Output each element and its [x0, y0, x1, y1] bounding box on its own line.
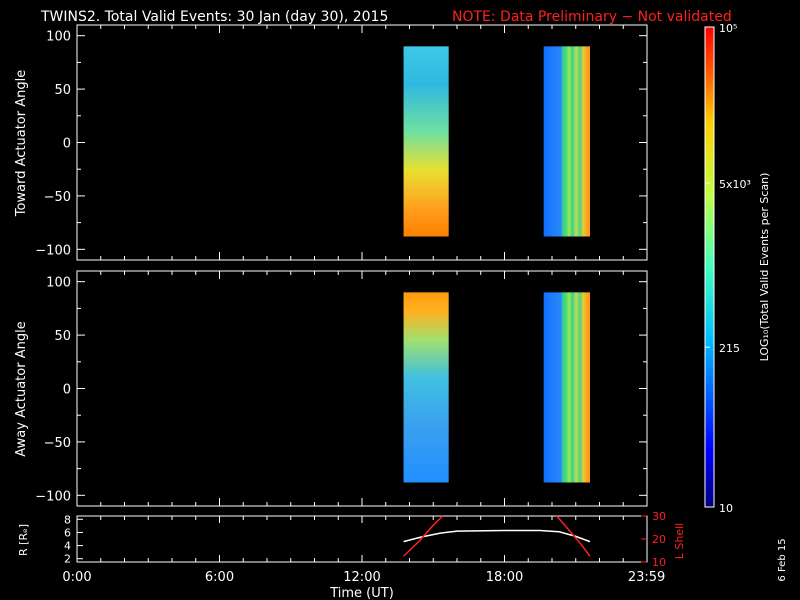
x-tick-label: 6:00: [205, 570, 234, 585]
lshell-tick-label: 10: [652, 556, 666, 569]
y-tick-label: −50: [44, 190, 71, 205]
lshell-tick-label: 20: [652, 533, 666, 546]
chart-title: TWINS2. Total Valid Events: 30 Jan (day …: [40, 9, 388, 25]
toward-ylabel: Toward Actuator Angle: [14, 70, 29, 217]
away-ylabel: Away Actuator Angle: [14, 321, 29, 456]
colorbar-tick-label: 5x10³: [719, 178, 751, 191]
y-tick-label: −100: [35, 489, 71, 504]
orbit-ylabel: R [Rₑ]: [17, 524, 30, 556]
colorbar-scale: [704, 26, 715, 508]
scan-block: [403, 46, 449, 237]
x-tick-label: 12:00: [343, 570, 380, 585]
x-tick-label: 23:59: [628, 570, 665, 585]
colorbar-label: LOG₁₀(Total Valid Events per Scan): [758, 173, 771, 362]
date-stamp: 6 Feb 15: [777, 538, 788, 581]
colorbar: 10⁵ 5x10³ 215 10 LOG₁₀(Total Valid Events p…: [704, 22, 771, 515]
r-tick-label: 2: [64, 553, 71, 566]
preliminary-note: NOTE: Data Preliminary − Not validated: [452, 9, 732, 25]
toward-panel: 100 50 0 −50 −100 Toward Actuator Angle: [14, 24, 648, 261]
x-tick-label: 18:00: [486, 570, 523, 585]
scan-block: [543, 292, 590, 483]
y-tick-label: 0: [63, 137, 71, 152]
y-tick-label: 0: [63, 383, 71, 398]
x-tick-label: 0:00: [62, 570, 91, 585]
r-series-line: [403, 529, 591, 543]
y-tick-label: 50: [54, 83, 71, 98]
r-tick-label: 8: [64, 513, 71, 526]
y-tick-label: −50: [44, 436, 71, 451]
colorbar-tick-label: 10⁵: [719, 22, 737, 35]
y-tick-label: 100: [46, 30, 71, 45]
orbit-y2label: L Shell: [673, 523, 686, 559]
y-tick-label: 100: [46, 276, 71, 291]
colorbar-tick-label: 10: [719, 502, 733, 515]
lshell-tick-label: 30: [652, 510, 666, 523]
away-panel: 100 50 0 −50 −100 Away Actuator Angle: [14, 270, 648, 507]
r-tick-label: 6: [64, 526, 71, 539]
scan-block: [543, 46, 590, 237]
lshell-series-line: [403, 515, 444, 557]
y-tick-label: −100: [35, 243, 71, 258]
lshell-series-line: [556, 515, 591, 557]
scan-block: [403, 292, 449, 483]
colorbar-tick-label: 215: [719, 342, 740, 355]
x-axis-label: Time (UT): [329, 586, 394, 600]
y-tick-label: 50: [54, 329, 71, 344]
r-tick-label: 4: [64, 540, 71, 553]
